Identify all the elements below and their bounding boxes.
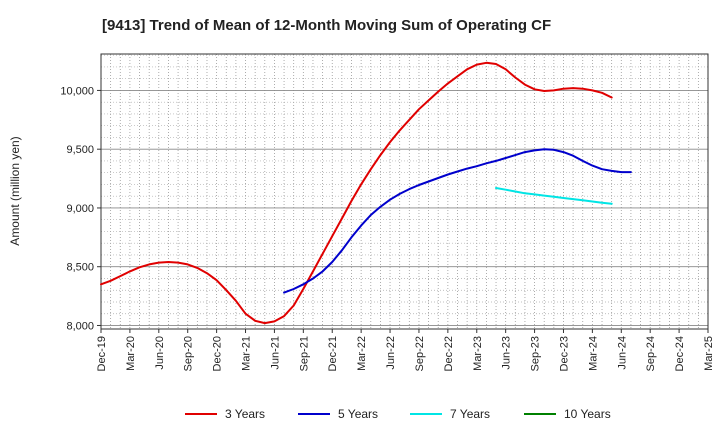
y-tick-label: 10,000 bbox=[60, 85, 94, 97]
x-tick-label: Jun-22 bbox=[385, 336, 397, 370]
legend: 3 Years 5 Years 7 Years 10 Years bbox=[185, 407, 611, 421]
x-tick-label: Mar-24 bbox=[587, 336, 599, 371]
x-tick-label: Sep-20 bbox=[183, 336, 195, 371]
x-tick-label: Dec-19 bbox=[96, 336, 108, 371]
x-tick-label: Sep-24 bbox=[645, 336, 657, 371]
chart-title: [9413] Trend of Mean of 12-Month Moving … bbox=[102, 17, 551, 34]
x-tick-label: Sep-22 bbox=[414, 336, 426, 371]
x-tick-label: Mar-20 bbox=[125, 336, 137, 371]
x-tick-label: Dec-22 bbox=[443, 336, 455, 371]
y-axis-ticks: 8,000 8,500 9,000 9,500 10,000 bbox=[60, 85, 101, 332]
x-tick-label: Jun-24 bbox=[616, 336, 628, 370]
x-tick-label: Mar-21 bbox=[241, 336, 253, 371]
x-tick-label: Jun-20 bbox=[154, 336, 166, 370]
y-tick-label: 8,000 bbox=[66, 320, 94, 332]
plot-frame bbox=[100, 53, 709, 330]
x-axis-ticks: Dec-19 Mar-20 Jun-20 Sep-20 Dec-20 Mar-21 Jun-… bbox=[96, 329, 715, 371]
x-tick-label: Dec-24 bbox=[674, 336, 686, 371]
y-axis-label: Amount (million yen) bbox=[8, 136, 22, 245]
x-tick-label: Sep-21 bbox=[298, 336, 310, 371]
legend-label-10-years: 10 Years bbox=[564, 407, 611, 421]
gridlines bbox=[101, 54, 708, 329]
x-tick-label: Dec-20 bbox=[212, 336, 224, 371]
x-tick-label: Jun-23 bbox=[501, 336, 513, 370]
series-line-7-years bbox=[495, 187, 613, 205]
y-tick-label: 9,000 bbox=[66, 203, 94, 215]
x-tick-label: Jun-21 bbox=[269, 336, 281, 370]
x-tick-label: Mar-25 bbox=[703, 336, 715, 371]
y-tick-label: 8,500 bbox=[66, 262, 94, 274]
x-tick-label: Mar-22 bbox=[356, 336, 368, 371]
x-tick-label: Dec-21 bbox=[327, 336, 339, 371]
x-tick-label: Sep-23 bbox=[530, 336, 542, 371]
x-tick-label: Dec-23 bbox=[558, 336, 570, 371]
series-group bbox=[100, 61, 632, 325]
legend-label-7-years: 7 Years bbox=[450, 407, 490, 421]
series-line-5-years bbox=[283, 148, 632, 294]
y-tick-label: 9,500 bbox=[66, 144, 94, 156]
legend-label-3-years: 3 Years bbox=[225, 407, 265, 421]
x-tick-label: Mar-23 bbox=[472, 336, 484, 371]
series-line-3-years bbox=[100, 61, 613, 325]
legend-label-5-years: 5 Years bbox=[338, 407, 378, 421]
